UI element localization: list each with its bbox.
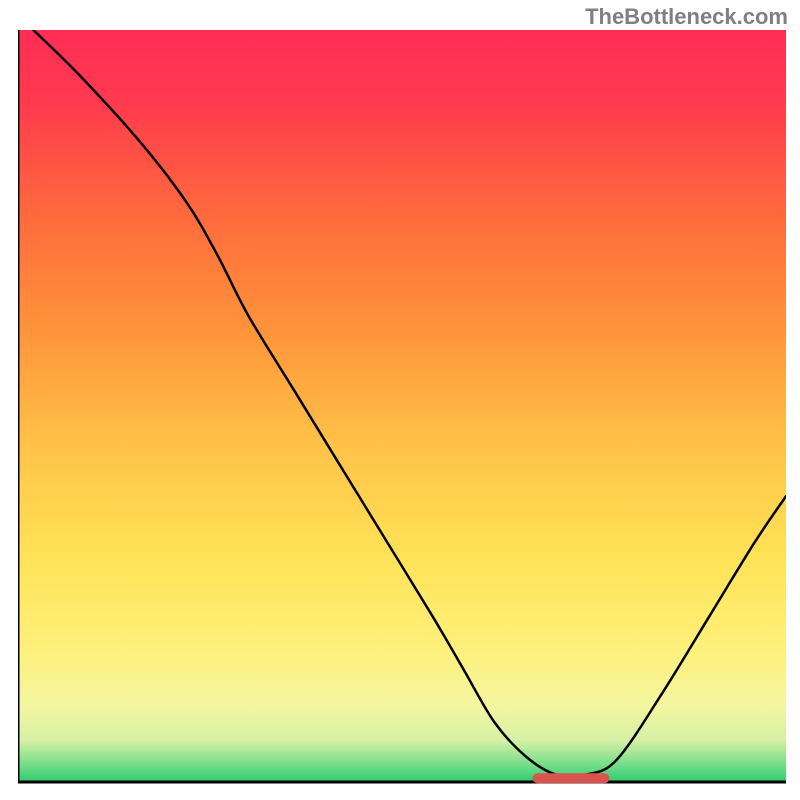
plot-background xyxy=(18,30,786,782)
chart-container: { "watermark": { "text": "TheBottleneck.… xyxy=(0,0,800,800)
watermark-text: TheBottleneck.com xyxy=(585,4,788,30)
bottleneck-chart xyxy=(18,30,786,790)
optimum-indicator xyxy=(533,773,610,783)
